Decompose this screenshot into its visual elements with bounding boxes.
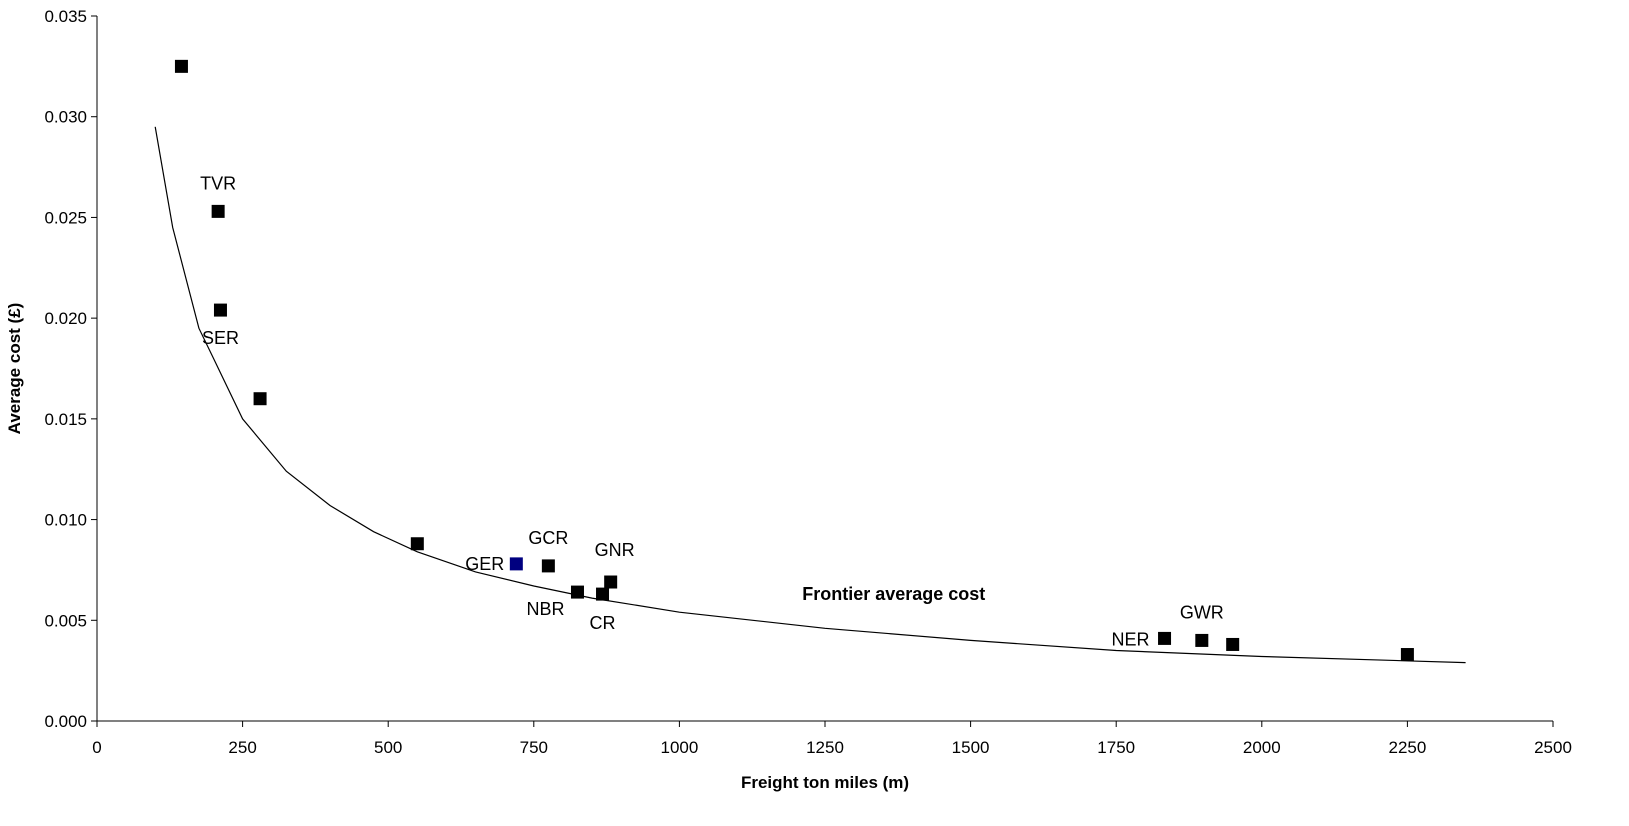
- points-layer: [174, 59, 1414, 662]
- frontier-curve-layer: [154, 126, 1466, 664]
- x-tick-label: 250: [228, 738, 256, 757]
- data-point: [213, 303, 227, 317]
- x-tick-label: 1250: [806, 738, 844, 757]
- y-tick-label: 0.005: [44, 611, 87, 630]
- data-point: [211, 204, 225, 218]
- data-point: [541, 559, 555, 573]
- data-point: [570, 585, 584, 599]
- y-tick-label: 0.000: [44, 712, 87, 731]
- x-tick-label: 2500: [1534, 738, 1572, 757]
- data-point: [509, 557, 523, 571]
- point-label: GNR: [595, 540, 635, 560]
- y-tick-label: 0.010: [44, 511, 87, 530]
- frontier-curve: [154, 126, 1466, 664]
- axes: 0.000 0.005 0.010 0.015 0.020 0.025 0.030 0.035…: [44, 7, 1571, 757]
- point-label: GCR: [528, 528, 568, 548]
- data-point: [596, 587, 610, 601]
- data-point: [253, 392, 267, 406]
- y-tick-label: 0.035: [44, 7, 87, 26]
- data-point: [1226, 637, 1240, 651]
- point-label: NER: [1112, 629, 1150, 649]
- x-axis-title: Freight ton miles (m): [741, 773, 909, 792]
- data-point: [1400, 648, 1414, 662]
- point-label: SER: [202, 328, 239, 348]
- y-tick-label: 0.025: [44, 208, 87, 227]
- y-tick-label: 0.020: [44, 309, 87, 328]
- x-tick-label: 500: [374, 738, 402, 757]
- x-tick-label: 750: [520, 738, 548, 757]
- data-point: [604, 575, 618, 589]
- data-point: [174, 59, 188, 73]
- data-point: [1195, 633, 1209, 647]
- point-label: GER: [465, 554, 504, 574]
- x-tick-label: 2000: [1243, 738, 1281, 757]
- point-label: GWR: [1180, 602, 1224, 622]
- y-tick-label: 0.015: [44, 410, 87, 429]
- point-label: TVR: [200, 173, 236, 193]
- x-tick-label: 1750: [1097, 738, 1135, 757]
- x-tick-label: 2250: [1388, 738, 1426, 757]
- data-point: [410, 537, 424, 551]
- data-point: [1158, 631, 1172, 645]
- point-label: NBR: [526, 599, 564, 619]
- point-label: CR: [590, 613, 616, 633]
- frontier-annotation: Frontier average cost: [802, 584, 985, 604]
- y-axis-title: Average cost (£): [5, 303, 24, 435]
- x-tick-label: 1500: [952, 738, 990, 757]
- x-tick-label: 1000: [660, 738, 698, 757]
- x-tick-label: 0: [92, 738, 101, 757]
- labels-layer: TVR SER GER GCR NBR CR GNR NER GWR Frontier avera…: [200, 173, 1224, 649]
- y-tick-label: 0.030: [44, 108, 87, 127]
